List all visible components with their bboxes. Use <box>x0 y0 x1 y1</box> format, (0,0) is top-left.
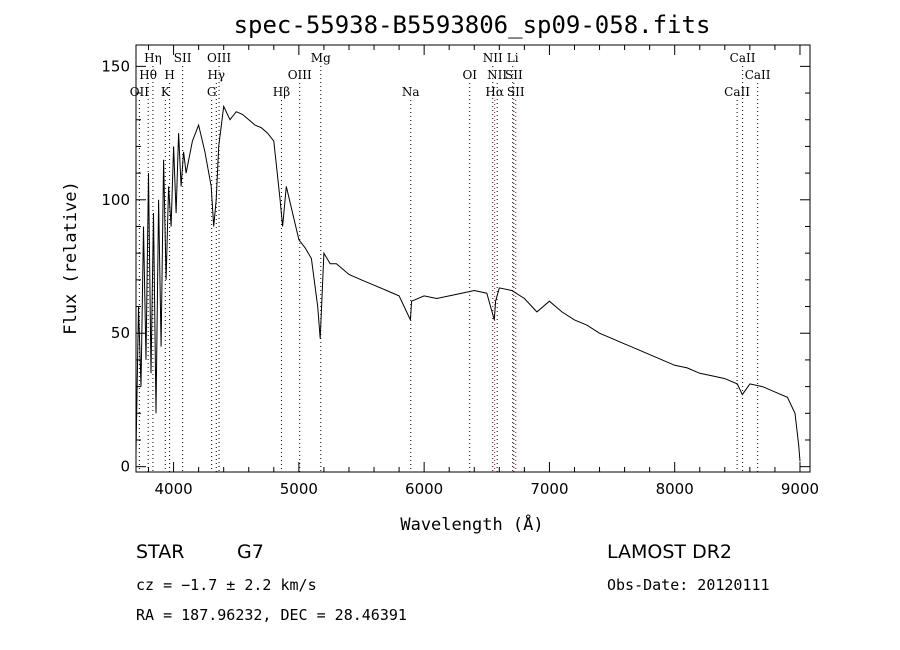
line-label: Li <box>507 51 519 65</box>
line-label: Hβ <box>273 85 290 99</box>
line-label: NII <box>487 68 507 82</box>
y-tick-label: 100 <box>101 191 130 209</box>
plot-frame <box>135 44 811 473</box>
line-label: CaII <box>745 68 771 82</box>
y-axis-label: Flux (relative) <box>61 181 81 335</box>
coordinates: RA = 187.96232, DEC = 28.46391 <box>136 606 407 624</box>
object-subclass: G7 <box>237 541 264 563</box>
line-label: OI <box>462 68 477 82</box>
y-tick-label: 150 <box>101 57 130 75</box>
line-label: K <box>161 85 171 99</box>
line-label: CaII <box>724 85 750 99</box>
line-label: Hη <box>144 51 162 65</box>
survey-name: LAMOST DR2 <box>607 541 732 563</box>
line-label: SII <box>174 51 192 65</box>
x-tick-label: 6000 <box>405 480 443 498</box>
x-tick-label: 7000 <box>530 480 568 498</box>
spectrum-line <box>135 104 801 462</box>
redshift-cz: cz = −1.7 ± 2.2 km/s <box>136 576 317 594</box>
x-tick-label: 8000 <box>656 480 694 498</box>
x-axis-label: Wavelength (Å) <box>400 513 543 535</box>
x-axis-ticks: 4000 5000 6000 7000 8000 9000 <box>148 45 819 498</box>
line-label: Hγ <box>207 68 225 82</box>
line-label: Mg <box>311 51 331 65</box>
object-class: STAR <box>136 541 184 563</box>
x-tick-label: 9000 <box>781 480 819 498</box>
line-label: Hθ <box>139 68 157 82</box>
chart-title: spec-55938-B5593806_sp09-058.fits <box>234 11 711 39</box>
line-label: Hα <box>485 85 504 99</box>
y-tick-label: 50 <box>111 324 130 342</box>
line-label: H <box>164 68 174 82</box>
line-label: OII <box>130 85 150 99</box>
line-label: Na <box>402 85 420 99</box>
spectral-line-markers <box>138 66 759 472</box>
line-label: CaII <box>730 51 756 65</box>
x-tick-label: 5000 <box>280 480 318 498</box>
y-axis-ticks: 0 50 100 150 <box>101 57 810 476</box>
y-tick-label: 0 <box>120 458 130 476</box>
line-label: SII <box>505 68 523 82</box>
line-label: OIII <box>207 51 231 65</box>
x-tick-label: 4000 <box>154 480 192 498</box>
line-label: NII <box>483 51 503 65</box>
line-label: SII <box>507 85 525 99</box>
observation-date: Obs-Date: 20120111 <box>607 576 770 594</box>
line-label: G <box>207 85 217 99</box>
line-label: OIII <box>288 68 312 82</box>
